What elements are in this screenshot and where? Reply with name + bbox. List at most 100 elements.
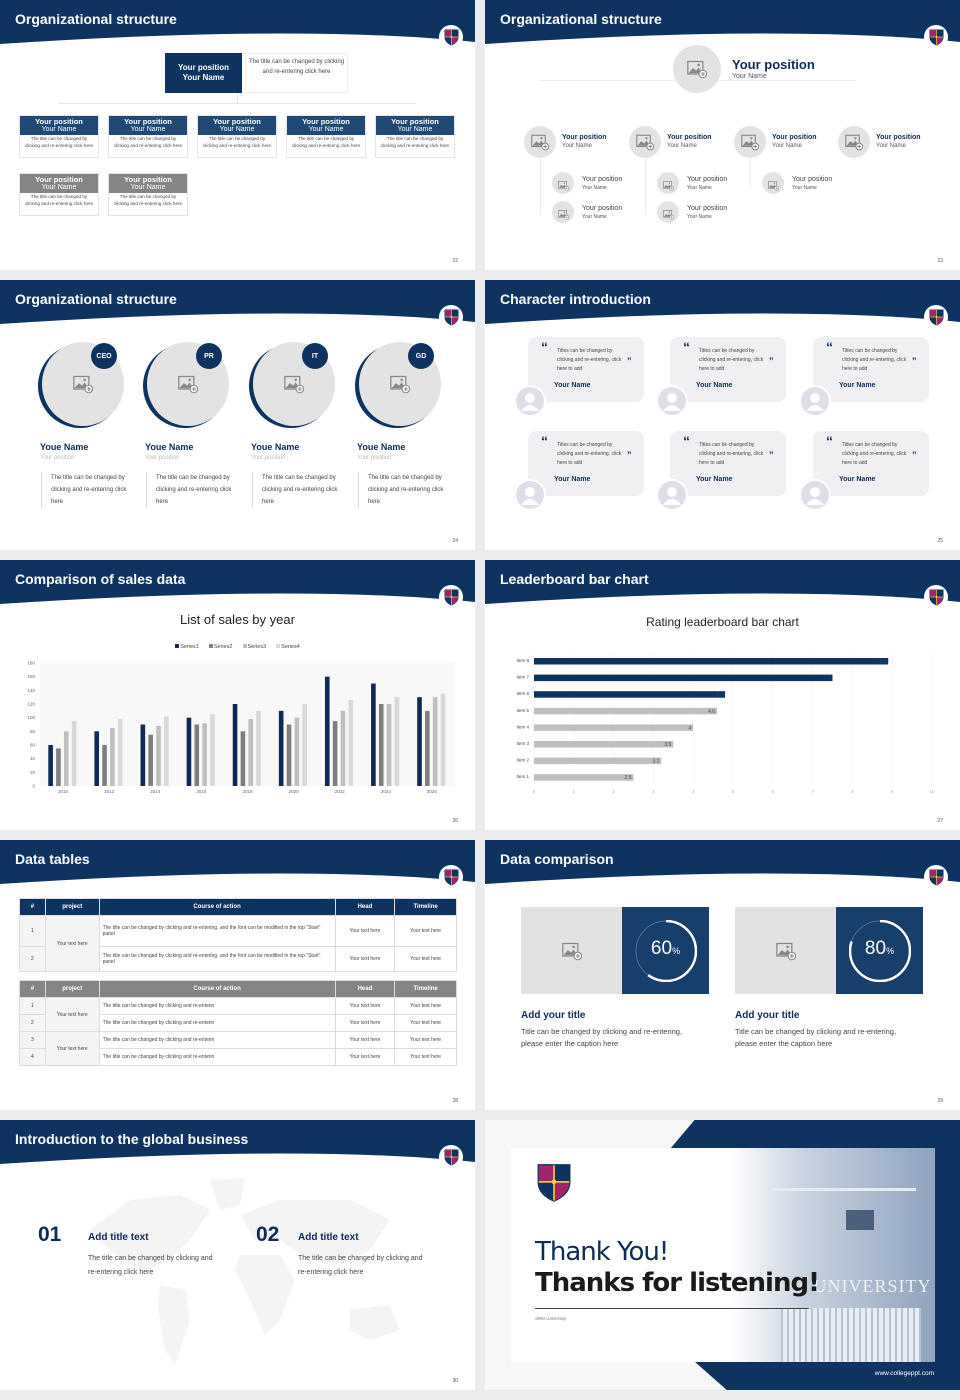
bar-series3-2020 [294, 717, 300, 786]
slide-28[interactable]: Data tables 28 # project Course of action Hea… [0, 840, 475, 1110]
position-label: Your position [391, 117, 439, 126]
table-row: 3 Your text here The title can be changed … [19, 1031, 457, 1066]
group-position: Your position [876, 134, 921, 141]
slide-26[interactable]: Comparison of sales data 26 List of sales … [0, 560, 475, 830]
quote-close-icon: ” [769, 450, 774, 460]
member-name: Youe Name [40, 442, 89, 452]
bar-data-label: 4.8 [716, 692, 723, 698]
testimonial-card[interactable]: “ Titles can be changed by clicking and r… [813, 431, 929, 496]
org-box[interactable]: Your position Your Name The title can be c… [108, 173, 188, 216]
bar-item-2 [534, 757, 662, 765]
x-tick-label: 2016 [196, 789, 207, 794]
thank-you-heading: Thank You! [535, 1237, 669, 1267]
child-name: Your Name [792, 185, 817, 191]
child-avatar [657, 201, 679, 223]
org-box[interactable]: Your position Your Name The title can be c… [375, 115, 455, 158]
card-name: Your Name [839, 382, 876, 389]
child-name: Your Name [582, 214, 607, 220]
org-box[interactable]: Your position Your Name The title can be c… [197, 115, 277, 158]
item-text: The title can be changed by clicking and… [88, 1255, 213, 1276]
item-title: Add title text [298, 1232, 359, 1243]
group-position: Your position [667, 134, 712, 141]
slide-29[interactable]: Data comparison 29 60% Add your title Title … [485, 840, 960, 1110]
bar-data-label: 7.5 [824, 676, 831, 682]
slide-27[interactable]: Leaderboard bar chart 27 Rating leaderboar… [485, 560, 960, 830]
slide-24[interactable]: Organizational structure 24 CEO Youe Name Yo… [0, 280, 475, 550]
connector-lines [58, 103, 416, 104]
role-badge: GD [408, 343, 434, 369]
x-tick-label: 8 [851, 789, 854, 794]
y-tick-label: 160 [27, 674, 35, 679]
bar-series3-2024 [386, 704, 392, 786]
slide-30[interactable]: Introduction to the global business 30 01 A… [0, 1120, 475, 1390]
testimonial-card[interactable]: “ Titles can be changed by clicking and r… [528, 337, 644, 402]
x-tick-label: 7 [811, 789, 814, 794]
slide-25[interactable]: Character introduction 25 “ Titles can be c… [485, 280, 960, 550]
column-header: # [19, 980, 46, 998]
child-position: Your position [687, 176, 728, 183]
bar-item-8 [534, 658, 889, 665]
navy-band-right [935, 1120, 960, 1390]
org-box[interactable]: Your position Your Name The title can be c… [286, 115, 366, 158]
org-box[interactable]: Your position Your Name The title can be c… [108, 115, 188, 158]
group-name: Your Name [876, 143, 906, 149]
image-placeholder-icon [741, 133, 760, 151]
slide-thank-you[interactable]: M UNIVERSITY Thank You! Thanks for listeni… [485, 1120, 960, 1390]
group-line [540, 142, 541, 215]
connector-stem [237, 93, 238, 103]
card-name: Your Name [554, 476, 591, 483]
legend-item: Series1 [175, 644, 199, 650]
y-tick-label: 140 [27, 688, 35, 693]
member-position: Your position [40, 455, 75, 461]
timeline-cell: Your text here [394, 1031, 457, 1049]
x-tick-label: 2020 [289, 789, 300, 794]
member-position: Your position [251, 455, 286, 461]
head-cell: Your text here [334, 997, 396, 1015]
column-header: project [44, 898, 100, 916]
name-label: Your Name [397, 126, 433, 133]
org-box-text: The title can be changed by clicking and… [291, 136, 361, 148]
legend-label: Series1 [180, 644, 199, 650]
slide-23[interactable]: Organizational structure 23 Your position Y… [485, 0, 960, 270]
website-url[interactable]: www.collegeppt.com [874, 1370, 934, 1377]
testimonial-card[interactable]: “ Titles can be changed by clicking and r… [670, 337, 786, 402]
name-label: Your Name [219, 126, 255, 133]
testimonial-card[interactable]: “ Titles can be changed by clicking and r… [670, 431, 786, 496]
item-title: Add your title [735, 1010, 800, 1021]
bar-series4-2012 [117, 719, 123, 786]
bar-series3-2026 [432, 697, 438, 786]
child-position: Your position [792, 176, 833, 183]
child-position: Your position [687, 205, 728, 212]
bar-series4-2018 [256, 710, 261, 786]
org-box[interactable]: Your position Your Name The title can be c… [19, 173, 99, 216]
bar-data-label: 2.5 [625, 775, 632, 781]
bar-series2-2018 [240, 731, 246, 786]
slide-22[interactable]: Organizational structure 22 Your position Y… [0, 0, 475, 270]
page-number: 28 [452, 1098, 458, 1104]
progress-value: 80% [836, 938, 923, 960]
x-tick-label: 2012 [104, 789, 115, 794]
slide-title: Character introduction [500, 291, 651, 307]
testimonial-card[interactable]: “ Titles can be changed by clicking and r… [528, 431, 644, 496]
bar-data-label: 3.5 [664, 742, 671, 748]
y-category-label: Item 2 [516, 758, 529, 763]
building-gate [781, 1308, 921, 1362]
page-number: 24 [452, 538, 458, 544]
child-avatar [552, 201, 574, 223]
bar-series2-2024 [378, 704, 384, 786]
y-category-label: Item 5 [516, 708, 529, 713]
slide-header [0, 0, 475, 50]
name-label: Your Name [41, 126, 77, 133]
org-box-header: Your position Your Name [109, 174, 187, 193]
legend-swatch [276, 644, 281, 648]
slide-header [485, 560, 960, 610]
top-position-box[interactable]: Your position Your Name [165, 53, 242, 93]
x-tick-label: 2010 [58, 789, 69, 794]
org-box[interactable]: Your position Your Name The title can be c… [19, 115, 99, 158]
position-label: Your position [35, 175, 83, 184]
child-avatar [657, 172, 679, 194]
name-label: Your Name [130, 126, 166, 133]
position-label: Your position [213, 117, 261, 126]
testimonial-card[interactable]: “ Titles can be changed by clicking and r… [813, 337, 929, 402]
slide-header [0, 560, 475, 610]
